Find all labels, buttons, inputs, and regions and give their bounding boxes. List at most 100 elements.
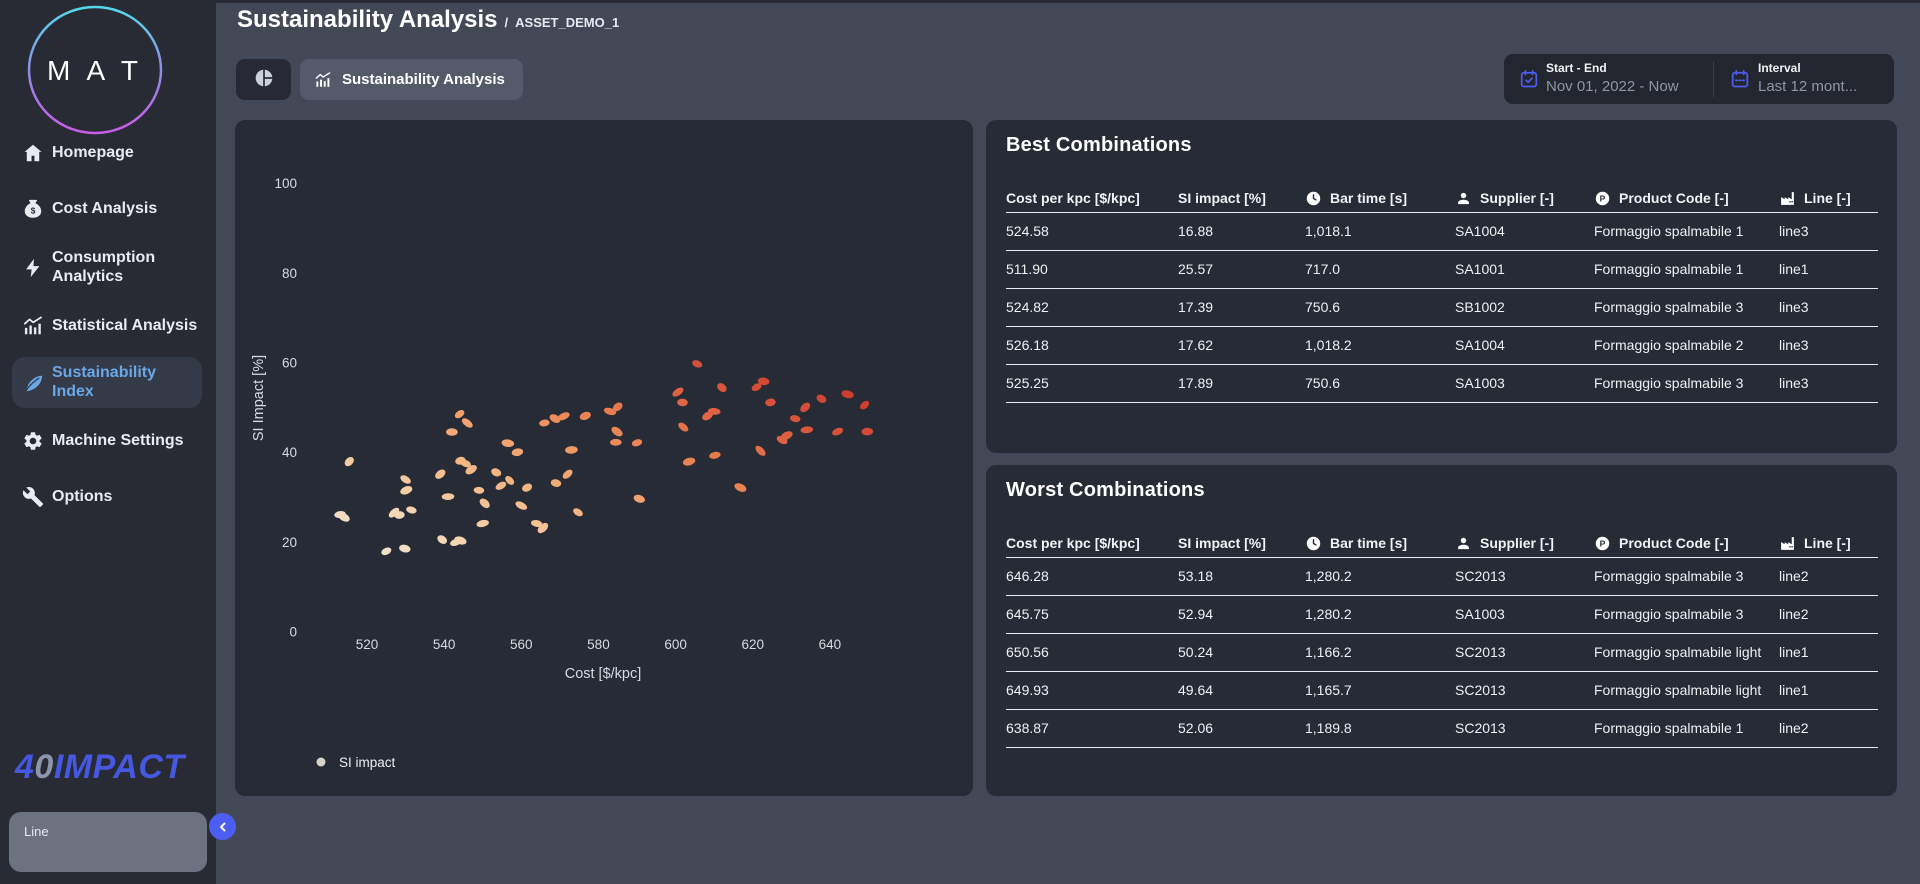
table-row: 649.93 49.64 1,165.7 SC2013 Formaggio spalma… bbox=[1006, 671, 1878, 710]
table-cell: 17.39 bbox=[1178, 299, 1214, 315]
scatter-point bbox=[406, 506, 417, 514]
column-header: Line [-] bbox=[1779, 535, 1878, 552]
column-header: Supplier [-] bbox=[1455, 535, 1594, 552]
sidebar-item-label: Machine Settings bbox=[52, 431, 184, 449]
table-cell: line2 bbox=[1779, 568, 1809, 584]
pie-view-button[interactable] bbox=[236, 59, 291, 100]
table-cell: Formaggio spalmabile 3 bbox=[1594, 606, 1744, 622]
svg-text:640: 640 bbox=[819, 637, 842, 652]
scatter-point bbox=[344, 456, 354, 467]
column-header: SI impact [%] bbox=[1178, 535, 1305, 551]
svg-text:P: P bbox=[1600, 538, 1606, 548]
column-header: Bar time [s] bbox=[1305, 190, 1455, 207]
sidebar: M A T Homepage $ Cost Analysis Consumptio… bbox=[0, 0, 236, 884]
table-cell: 1,280.2 bbox=[1305, 606, 1352, 622]
legend-label: SI impact bbox=[339, 755, 396, 770]
scatter-point bbox=[709, 451, 721, 459]
scatter-point bbox=[388, 507, 400, 518]
table-cell: 50.24 bbox=[1178, 644, 1214, 660]
scatter-point bbox=[832, 427, 844, 436]
interval-label: Interval bbox=[1758, 61, 1801, 75]
column-label: Bar time [s] bbox=[1330, 190, 1408, 206]
scatter-point bbox=[465, 465, 477, 475]
calendar-icon bbox=[1729, 68, 1751, 90]
scatter-point bbox=[579, 411, 591, 421]
table-row: 638.87 52.06 1,189.8 SC2013 Formaggio spalma… bbox=[1006, 709, 1878, 748]
svg-text:$: $ bbox=[31, 207, 36, 216]
sidebar-item-sustainability-index[interactable]: Sustainability Index bbox=[12, 357, 202, 408]
table-cell: SA1004 bbox=[1455, 337, 1505, 353]
scatter-point bbox=[495, 481, 507, 490]
scatter-point bbox=[861, 427, 874, 436]
sidebar-collapse-button[interactable] bbox=[209, 813, 236, 840]
brand-part-0: 0 bbox=[34, 748, 54, 786]
scatter-point bbox=[692, 360, 703, 368]
svg-text:620: 620 bbox=[741, 637, 764, 652]
product-icon: P bbox=[1594, 190, 1611, 207]
table-cell: 638.87 bbox=[1006, 720, 1049, 736]
interval-dropdown[interactable]: Interval Last 12 mont... bbox=[1714, 54, 1894, 104]
table-cell: Formaggio spalmabile light bbox=[1594, 682, 1762, 698]
scatter-point bbox=[399, 544, 411, 553]
scatter-point bbox=[800, 426, 814, 434]
scatter-point bbox=[816, 394, 827, 404]
scatter-point bbox=[734, 483, 747, 492]
scatter-point bbox=[476, 519, 489, 528]
scatter-point bbox=[550, 479, 562, 487]
table-cell: Formaggio spalmabile 1 bbox=[1594, 720, 1744, 736]
sidebar-item-cost-analysis[interactable]: $ Cost Analysis bbox=[0, 189, 216, 229]
sidebar-item-consumption-analytics[interactable]: Consumption Analytics bbox=[0, 244, 216, 292]
table-row: 511.90 25.57 717.0 SA1001 Formaggio spalmabi… bbox=[1006, 250, 1878, 289]
table-cell: 52.94 bbox=[1178, 606, 1214, 622]
date-controls: Start - End Nov 01, 2022 - Now Interval … bbox=[1504, 54, 1894, 104]
line-filter-select[interactable]: Line bbox=[9, 812, 207, 872]
table-cell: 511.90 bbox=[1006, 261, 1048, 277]
table-cell: 524.82 bbox=[1006, 299, 1049, 315]
scatter-point bbox=[454, 536, 467, 545]
table-cell: line2 bbox=[1779, 720, 1809, 736]
date-divider bbox=[1713, 61, 1714, 97]
sidebar-item-options[interactable]: Options bbox=[0, 477, 216, 517]
tab-sustainability-analysis[interactable]: Sustainability Analysis bbox=[300, 59, 523, 100]
table-cell: SA1003 bbox=[1455, 375, 1505, 391]
column-label: Bar time [s] bbox=[1330, 535, 1408, 551]
legend-dot bbox=[316, 757, 326, 767]
table-cell: 650.56 bbox=[1006, 644, 1049, 660]
table-cell: 16.88 bbox=[1178, 223, 1214, 239]
leaf-icon bbox=[22, 372, 44, 394]
column-header: P Product Code [-] bbox=[1594, 535, 1779, 552]
scatter-plot: 0 20 40 60 80 100 520 540 560 580 600 620 640 SI Impa… bbox=[251, 176, 874, 770]
factory-icon bbox=[1779, 190, 1796, 207]
brand-part-impact: IMPACT bbox=[53, 748, 185, 786]
column-label: Cost per kpc [$/kpc] bbox=[1006, 535, 1140, 551]
sidebar-item-machine-settings[interactable]: Machine Settings bbox=[0, 421, 216, 461]
svg-text:20: 20 bbox=[282, 535, 297, 550]
stats-chart-icon bbox=[314, 71, 332, 89]
scatter-point bbox=[717, 383, 727, 393]
supplier-icon bbox=[1455, 190, 1472, 207]
scatter-point bbox=[473, 486, 485, 494]
table-row: 646.28 53.18 1,280.2 SC2013 Formaggio spalma… bbox=[1006, 557, 1878, 596]
table-cell: 25.57 bbox=[1178, 261, 1214, 277]
stats-icon bbox=[22, 315, 44, 337]
table-cell: 1,189.8 bbox=[1305, 720, 1352, 736]
scatter-point bbox=[459, 459, 471, 468]
sidebar-item-label: Statistical Analysis bbox=[52, 316, 198, 334]
scatter-point bbox=[800, 402, 811, 413]
best-panel-title: Best Combinations bbox=[1006, 134, 1192, 156]
table-cell: 52.06 bbox=[1178, 720, 1214, 736]
scatter-point bbox=[515, 501, 528, 510]
scatter-point bbox=[677, 398, 688, 407]
calendar-check-icon bbox=[1518, 68, 1540, 90]
table-row: 524.58 16.88 1,018.1 SA1004 Formaggio spalma… bbox=[1006, 212, 1878, 251]
table-cell: 1,280.2 bbox=[1305, 568, 1352, 584]
table-cell: Formaggio spalmabile 1 bbox=[1594, 261, 1744, 277]
sidebar-item-homepage[interactable]: Homepage bbox=[0, 133, 216, 173]
table-row: 524.82 17.39 750.6 SB1002 Formaggio spalmabi… bbox=[1006, 288, 1878, 327]
start-end-picker[interactable]: Start - End Nov 01, 2022 - Now bbox=[1504, 54, 1713, 104]
table-cell: line1 bbox=[1779, 261, 1809, 277]
table-cell: 17.89 bbox=[1178, 375, 1214, 391]
table-cell: 649.93 bbox=[1006, 682, 1049, 698]
table-cell: 524.58 bbox=[1006, 223, 1049, 239]
sidebar-item-statistical-analysis[interactable]: Statistical Analysis bbox=[0, 306, 216, 346]
